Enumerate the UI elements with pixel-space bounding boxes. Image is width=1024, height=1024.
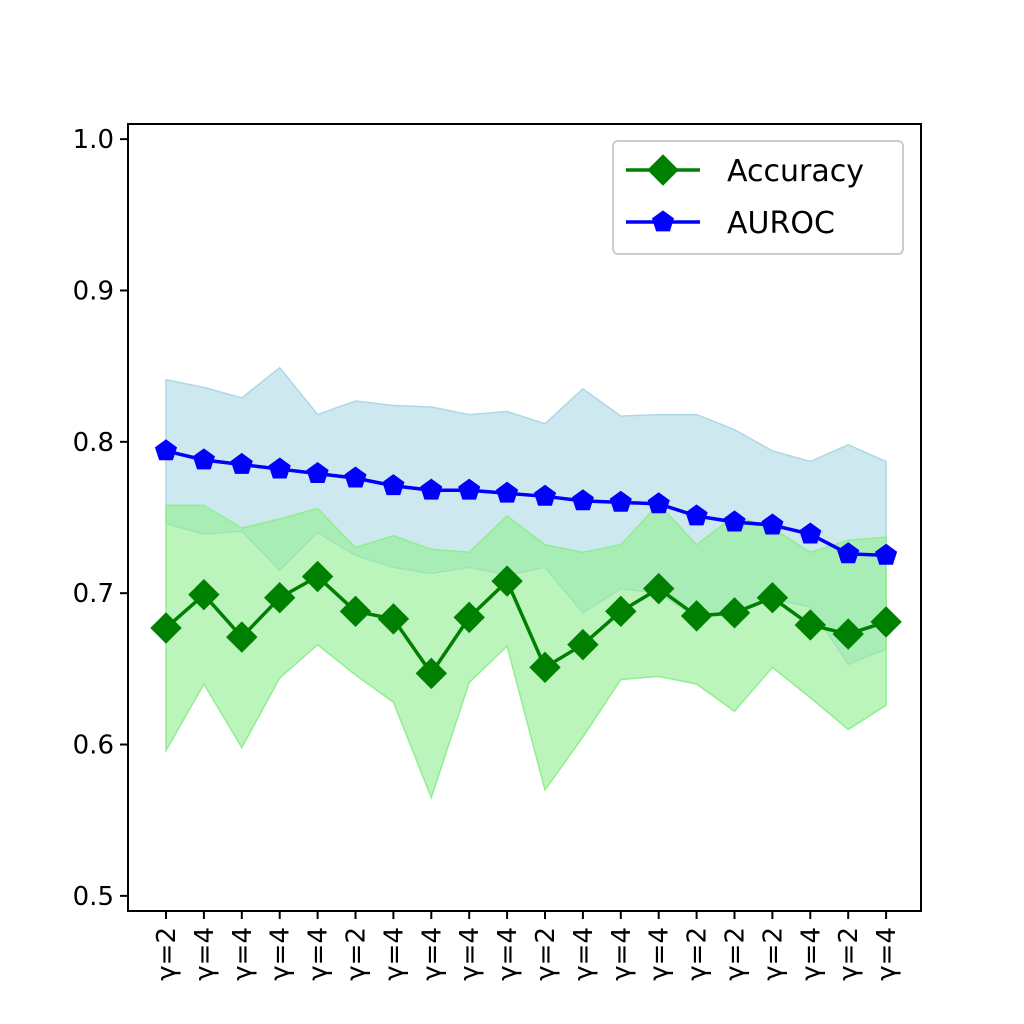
point-accuracy	[453, 601, 485, 634]
point-accuracy	[870, 606, 902, 638]
x-tick-label: γ=4	[796, 927, 826, 981]
series-markers	[150, 439, 902, 690]
x-tick-label: γ=2	[834, 927, 864, 981]
point-auroc	[685, 504, 708, 526]
point-auroc	[382, 474, 405, 496]
legend-marker-auroc	[651, 210, 675, 232]
y-tick-label: 0.7	[73, 579, 114, 609]
point-accuracy	[188, 578, 220, 611]
point-auroc	[609, 490, 632, 512]
y-tick-label: 0.5	[73, 882, 114, 912]
point-auroc	[192, 448, 215, 470]
point-auroc	[154, 439, 178, 461]
point-accuracy	[150, 612, 182, 644]
x-tick-label: γ=4	[645, 927, 675, 981]
x-tick-label: γ=4	[455, 927, 485, 981]
point-accuracy	[605, 595, 637, 628]
x-tick-label: γ=4	[607, 927, 637, 981]
y-axis: 0.5 0.6 0.7 0.8 0.9 1.0	[73, 125, 128, 912]
x-axis: γ=2 γ=4 γ=4 γ=4 γ=4 γ=2 γ=4 γ=4 γ=4 γ=4 γ=2 γ=4 γ=4 γ…	[152, 911, 902, 981]
point-accuracy	[832, 618, 864, 650]
x-tick-label: γ=4	[304, 927, 334, 981]
y-tick-label: 0.9	[73, 276, 114, 306]
x-tick-label: γ=2	[342, 927, 372, 981]
point-auroc	[571, 489, 594, 511]
point-accuracy	[301, 560, 334, 593]
x-tick-label: γ=4	[569, 927, 599, 981]
point-auroc	[344, 466, 367, 488]
point-accuracy	[263, 582, 296, 614]
point-auroc	[306, 461, 329, 484]
point-auroc	[533, 484, 557, 506]
y-tick-label: 1.0	[73, 125, 114, 155]
point-accuracy	[529, 651, 561, 684]
point-auroc	[723, 510, 746, 532]
x-tick-label: γ=2	[721, 927, 751, 981]
confidence-bands	[165, 366, 887, 800]
point-auroc	[875, 543, 898, 565]
point-auroc	[799, 522, 822, 544]
point-auroc	[230, 452, 253, 474]
point-auroc	[268, 457, 291, 479]
point-auroc	[420, 478, 443, 500]
axes-frame	[127, 123, 922, 912]
point-accuracy	[567, 628, 599, 661]
legend-marker-accuracy	[647, 154, 679, 186]
x-tick-label: γ=2	[531, 927, 561, 981]
point-auroc	[458, 478, 481, 500]
x-tick-label: γ=4	[379, 927, 409, 981]
point-accuracy	[226, 621, 258, 653]
point-auroc	[837, 542, 860, 564]
legend-label-auroc: AUROC	[727, 206, 835, 241]
x-tick-label: γ=4	[228, 927, 258, 981]
point-accuracy	[642, 572, 675, 605]
x-tick-label: γ=4	[493, 927, 523, 981]
point-auroc	[647, 492, 670, 514]
y-tick-label: 0.8	[73, 428, 114, 458]
point-accuracy	[794, 609, 827, 641]
legend-label-accuracy: Accuracy	[727, 154, 864, 189]
band-accuracy	[165, 502, 887, 800]
legend: Accuracy AUROC	[612, 140, 904, 255]
x-tick-label: γ=4	[190, 927, 220, 981]
point-auroc	[761, 513, 784, 535]
x-tick-label: γ=4	[872, 927, 902, 981]
x-tick-label: γ=4	[417, 927, 447, 981]
point-accuracy	[680, 600, 713, 632]
point-accuracy	[415, 657, 448, 690]
x-tick-label: γ=2	[152, 927, 182, 981]
point-accuracy	[718, 597, 751, 629]
point-accuracy	[339, 595, 372, 628]
y-tick-label: 0.6	[73, 731, 114, 761]
x-tick-label: γ=2	[683, 927, 713, 981]
point-accuracy	[756, 582, 789, 614]
point-auroc	[496, 481, 519, 503]
x-tick-label: γ=4	[266, 927, 296, 981]
x-tick-label: γ=2	[758, 927, 788, 981]
point-accuracy	[491, 565, 523, 597]
point-accuracy	[377, 603, 410, 635]
